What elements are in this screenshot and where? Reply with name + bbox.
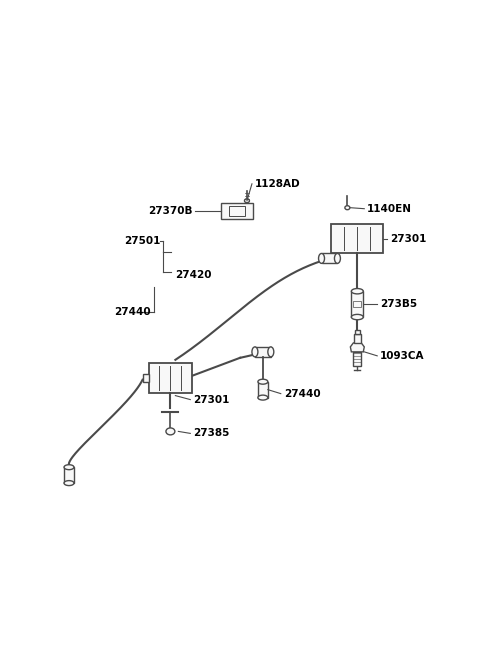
Text: 273B5: 273B5: [380, 299, 417, 309]
Text: 1093CA: 1093CA: [380, 351, 425, 361]
Text: 27420: 27420: [175, 270, 212, 281]
Bar: [332, 223, 383, 254]
Bar: [255, 347, 271, 357]
Bar: [354, 334, 361, 343]
Bar: [353, 352, 361, 366]
Text: 27440: 27440: [284, 389, 320, 399]
Text: 27385: 27385: [193, 428, 229, 438]
Ellipse shape: [258, 379, 268, 384]
Text: 27501: 27501: [124, 235, 160, 246]
Bar: [229, 206, 245, 215]
Bar: [143, 374, 148, 382]
Ellipse shape: [319, 254, 324, 263]
Ellipse shape: [166, 428, 175, 435]
Bar: [221, 203, 253, 219]
Text: 1140EN: 1140EN: [367, 204, 412, 214]
Ellipse shape: [351, 288, 363, 294]
Bar: [258, 382, 268, 397]
Ellipse shape: [268, 347, 274, 357]
Text: 1128AD: 1128AD: [255, 179, 300, 189]
Bar: [322, 254, 337, 263]
Ellipse shape: [335, 254, 340, 263]
Bar: [64, 467, 74, 483]
Ellipse shape: [351, 315, 363, 320]
Ellipse shape: [244, 199, 250, 203]
Bar: [353, 301, 361, 307]
Ellipse shape: [345, 206, 350, 210]
Bar: [148, 363, 192, 393]
Ellipse shape: [64, 481, 74, 486]
Text: 27301: 27301: [390, 233, 427, 244]
Ellipse shape: [252, 347, 258, 357]
Text: 27301: 27301: [193, 395, 229, 405]
Text: 27440: 27440: [114, 307, 150, 317]
Polygon shape: [350, 343, 364, 352]
Bar: [351, 291, 363, 317]
Ellipse shape: [258, 395, 268, 400]
Bar: [355, 330, 360, 334]
Ellipse shape: [64, 464, 74, 470]
Text: 27370B: 27370B: [148, 206, 192, 215]
